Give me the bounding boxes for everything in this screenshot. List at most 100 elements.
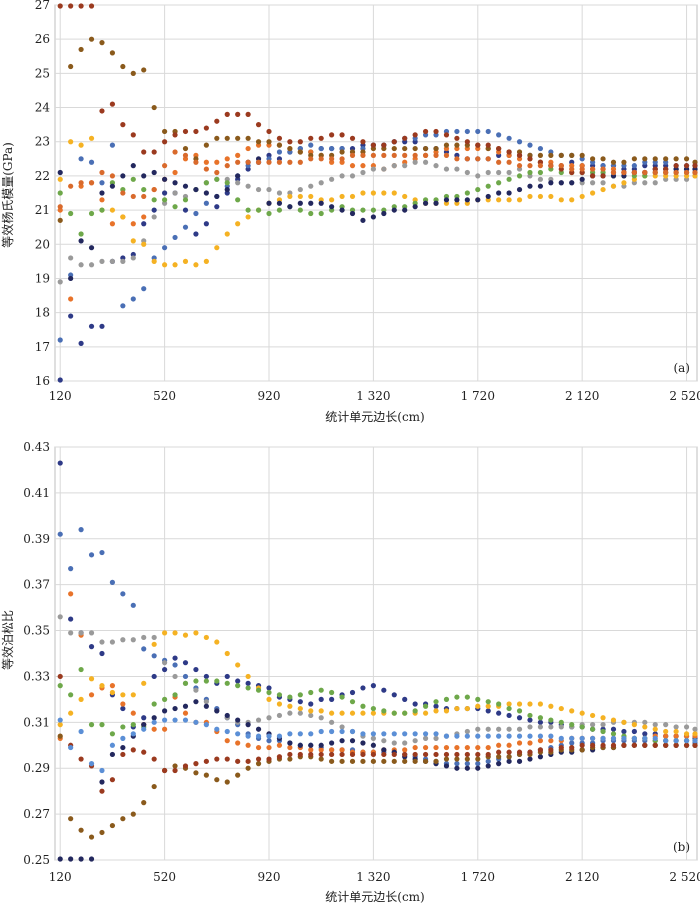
chart-b-point-s6 [68,856,74,862]
chart-b-point-s5 [266,689,272,696]
chart-b-point-s4 [600,715,606,721]
chart-a-point-s3 [99,258,105,264]
chart-a-point-s7 [88,36,95,42]
chart-b-point-s6 [464,765,470,771]
chart-b-point-s9 [141,726,147,732]
chart-b-point-s5 [527,712,533,719]
chart-a-point-s9 [255,159,262,165]
chart-a-point-s9 [475,156,481,162]
chart-a-point-s5 [506,176,512,182]
chart-b-point-s4 [548,703,554,709]
chart-a-point-s7 [558,152,564,158]
chart-a-point-s3 [276,190,283,196]
chart-b-point-s5 [433,699,439,705]
chart-a-point-s1 [141,286,147,292]
chart-b-point-s6 [88,856,95,862]
chart-b-point-s4 [621,719,627,725]
chart-b-point-s5 [506,705,512,712]
chart-b-point-s9 [548,733,554,739]
chart-a-point-s8 [141,149,147,155]
chart-a-point-s9 [402,152,408,158]
chart-a-point-s9 [516,163,523,169]
chart-b-point-s7 [287,756,293,762]
chart-a-point-s8 [203,125,209,131]
chart-b-y-tick-label: 0.33 [23,669,50,683]
chart-b-point-s3 [162,660,168,666]
chart-a-point-s2 [99,197,105,203]
chart-b-point-s6 [516,758,523,764]
chart-b-point-s9 [600,735,606,741]
chart-a-point-s9 [182,152,189,158]
chart-b-point-s3 [287,710,293,716]
chart-a-point-s3 [642,180,648,186]
chart-a-point-s2 [130,221,136,227]
chart-b-y-tick-label: 0.29 [23,761,50,775]
chart-a-point-s6 [318,200,324,206]
chart-a-point-s1 [276,149,283,155]
chart-a-point-s7 [631,156,637,162]
chart-a-point-s9 [370,152,376,158]
chart-b-point-s8 [558,744,564,751]
chart-b-point-s5 [297,692,303,698]
chart-a-point-s8 [214,118,220,124]
chart-b-point-s4 [683,731,690,737]
chart-b-point-s9 [652,735,658,741]
chart-a-point-s8 [255,122,262,128]
chart-b-point-s4 [276,701,283,707]
chart-a-point-s5 [527,169,533,176]
chart-a-point-s8 [422,128,429,135]
chart-b-point-s9 [642,735,648,741]
chart-a-xlabel: 统计单元边长(cm) [325,410,424,424]
chart-b-point-s2 [485,744,491,751]
chart-a-point-s8 [88,3,95,9]
chart-b-point-s3 [370,735,376,741]
chart-b-point-s5 [579,724,585,730]
chart-b-point-s7 [214,777,220,783]
chart-b-point-s9 [339,728,345,735]
chart-b-point-s3 [433,735,439,741]
chart-b-point-s4 [151,641,157,647]
chart-b-point-s2 [224,738,230,744]
chart-a-point-s9 [506,159,512,165]
chart-b-point-s9 [68,744,74,751]
chart-b-point-s0 [88,644,95,650]
chart-b-point-s6 [109,751,116,758]
chart-b-poissons-ratio: 0.25 0.27 0.29 0.31 0.33 0.35 0.37 0.39 0.41 0.43… [0,440,700,904]
chart-b-point-s5 [193,678,199,684]
chart-a-point-s8 [527,156,533,162]
chart-a-point-s5 [99,207,105,213]
chart-a-point-s7 [68,63,74,70]
chart-a-point-s8 [496,145,502,152]
chart-b-point-s8 [673,742,679,748]
chart-a-point-s7 [443,142,450,148]
chart-a-point-s9 [652,169,658,176]
chart-b-point-s3 [506,726,512,732]
chart-b-point-s8 [57,673,63,680]
chart-b-point-s4 [579,710,585,716]
chart-b-point-s7 [454,756,460,762]
chart-b-point-s8 [579,742,585,748]
chart-a-point-s5 [141,186,147,193]
chart-a-point-s4 [245,214,251,220]
chart-b-point-s5 [464,694,470,700]
chart-a-point-s9 [360,152,366,158]
chart-b-point-s8 [527,749,533,755]
chart-a-point-s4 [224,231,230,237]
chart-b-point-s2 [475,744,481,751]
chart-b-point-s9 [329,728,335,735]
chart-a-point-s3 [78,262,84,268]
chart-a-point-s3 [245,183,251,189]
chart-b-point-s3 [99,639,105,645]
chart-a-point-s7 [120,63,126,70]
chart-a-point-s6 [182,183,189,189]
chart-b-point-s8 [339,751,345,758]
chart-a-point-s0 [78,340,84,346]
chart-a-point-s7 [235,135,241,141]
chart-a-point-s8 [287,139,293,145]
chart-b-point-s5 [381,708,387,714]
chart-a-point-s2 [235,152,241,158]
chart-a-point-s5 [203,180,209,186]
chart-a-point-s1 [464,128,470,135]
chart-a-point-s9 [120,190,126,196]
chart-a-point-s7 [162,128,168,135]
